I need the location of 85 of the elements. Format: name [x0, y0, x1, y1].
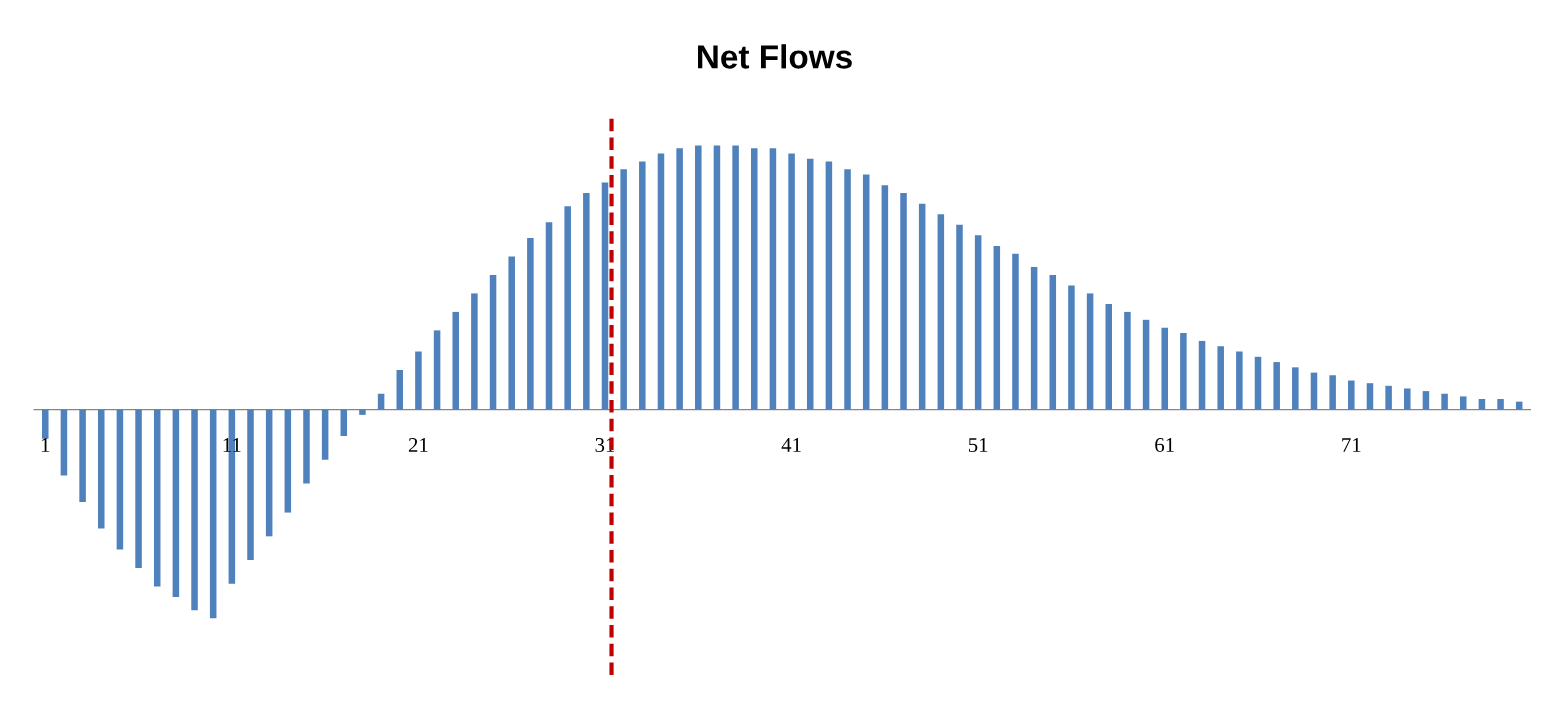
- bar: [750, 148, 758, 410]
- bar: [1086, 293, 1094, 410]
- bar: [1030, 267, 1038, 410]
- bar: [713, 145, 721, 410]
- bar: [1478, 399, 1486, 410]
- bar: [527, 237, 534, 410]
- bar: [508, 256, 515, 410]
- bar: [769, 148, 777, 410]
- bar: [564, 206, 571, 410]
- bar: [359, 409, 366, 415]
- bar: [1366, 383, 1374, 410]
- bar: [545, 222, 553, 410]
- bar: [620, 169, 627, 410]
- bar: [732, 145, 739, 410]
- bar: [676, 148, 683, 410]
- bar: [1441, 393, 1448, 410]
- bar: [209, 409, 217, 619]
- bar: [583, 193, 590, 410]
- bar: [135, 409, 142, 568]
- bar: [1124, 311, 1131, 410]
- bar: [1049, 274, 1057, 410]
- bar: [1515, 401, 1523, 410]
- bar: [1254, 356, 1262, 410]
- x-tick-label: 41: [781, 438, 801, 452]
- bar: [937, 214, 945, 410]
- bar: [1348, 380, 1355, 410]
- bar: [60, 409, 68, 476]
- bar: [1236, 351, 1243, 410]
- bar: [452, 311, 459, 410]
- bar: [97, 409, 105, 529]
- bar: [974, 235, 982, 410]
- bar: [900, 193, 907, 410]
- bar: [1161, 327, 1168, 410]
- bar: [172, 409, 180, 598]
- bar: [1068, 285, 1075, 410]
- x-tick-label: 71: [1342, 438, 1361, 452]
- bar: [825, 161, 833, 410]
- bar: [489, 274, 497, 410]
- bar: [303, 409, 310, 484]
- bar: [1273, 362, 1280, 410]
- bar: [42, 409, 49, 439]
- bar: [1497, 399, 1504, 410]
- bar: [1385, 385, 1392, 410]
- bar: [1404, 388, 1411, 410]
- bar: [1292, 367, 1299, 410]
- bar: [191, 409, 198, 611]
- bar: [284, 409, 292, 513]
- bar: [1198, 340, 1206, 410]
- bar: [806, 158, 814, 410]
- x-tick-label: 51: [968, 438, 988, 453]
- bar: [1329, 375, 1336, 410]
- bar: [247, 409, 254, 561]
- bar: [340, 409, 348, 436]
- bar: [1422, 391, 1430, 410]
- bar: [788, 153, 795, 410]
- bar: [993, 245, 1001, 410]
- bar: [116, 409, 124, 550]
- bar: [695, 145, 702, 410]
- bar: [79, 409, 86, 502]
- bar: [1217, 346, 1224, 410]
- bar: [1012, 253, 1019, 410]
- x-tick-label: 21: [408, 438, 428, 452]
- bar: [639, 161, 646, 410]
- bar: [1142, 319, 1150, 410]
- bar: [433, 330, 441, 410]
- bar: [396, 369, 404, 410]
- x-tick-label: 1: [41, 438, 50, 452]
- bar: [657, 153, 665, 410]
- bar: [862, 174, 870, 410]
- chart-title: Net Flows: [698, 44, 852, 69]
- bar: [1105, 303, 1113, 410]
- bar: [956, 224, 963, 410]
- bar: [321, 409, 329, 460]
- bar: [1310, 372, 1318, 410]
- x-tick-label: 61: [1155, 438, 1174, 453]
- bar: [377, 393, 385, 410]
- bar: [153, 409, 161, 587]
- bar: [1180, 333, 1187, 410]
- bar: [1459, 396, 1467, 410]
- bar: [881, 185, 889, 410]
- bar: [415, 351, 422, 410]
- bar: [844, 169, 851, 410]
- bar: [471, 293, 478, 410]
- bar: [918, 203, 926, 410]
- bar: [265, 409, 273, 537]
